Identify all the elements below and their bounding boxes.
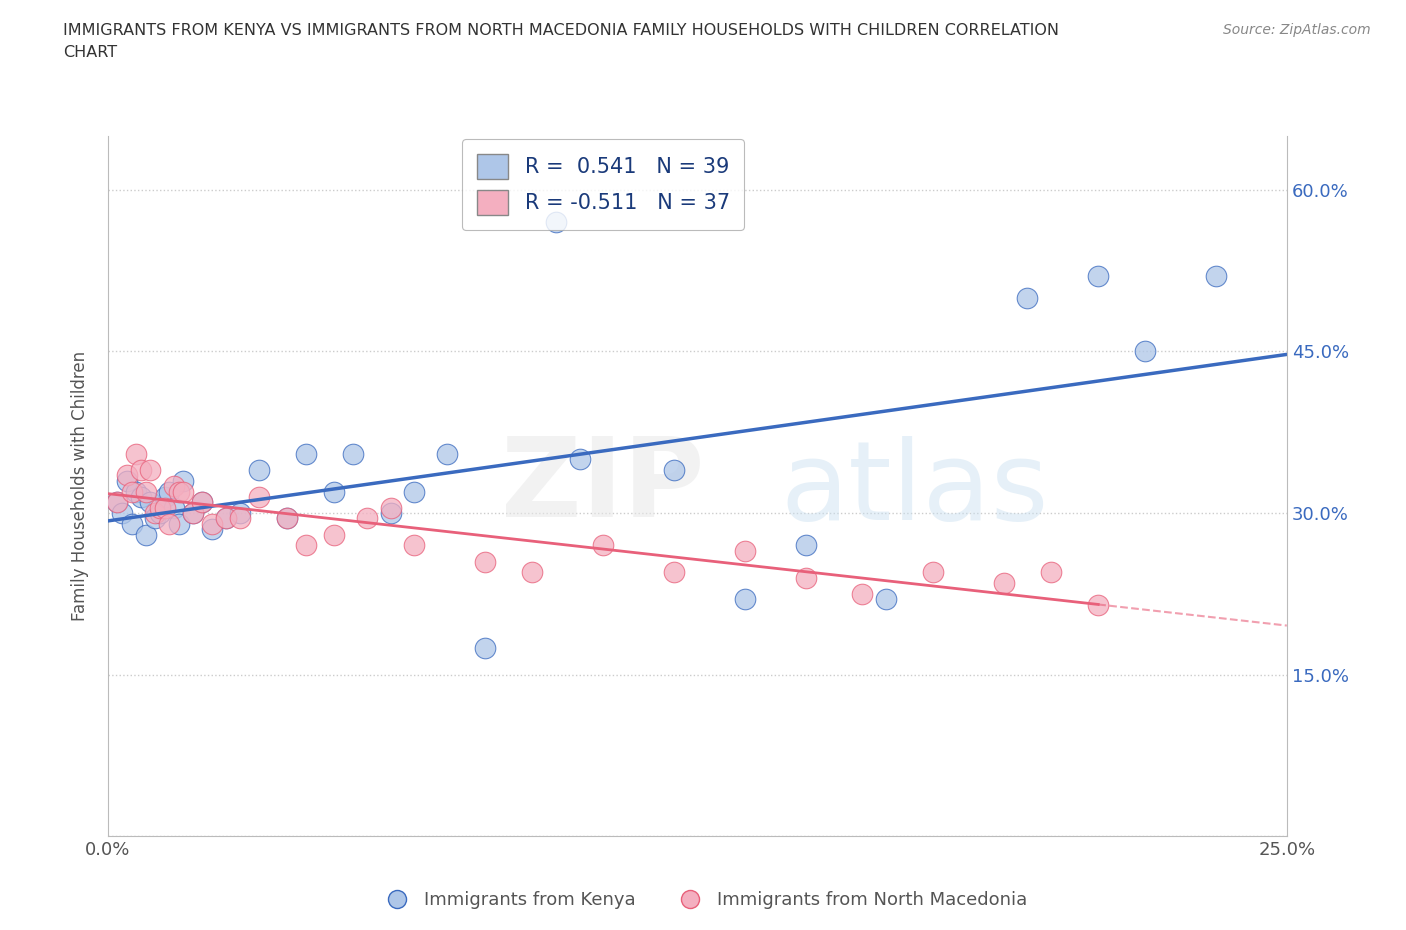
- Point: [181, 506, 204, 521]
- Point: [380, 506, 402, 521]
- Point: [139, 462, 162, 477]
- Point: [125, 446, 148, 461]
- Point: [851, 587, 873, 602]
- Point: [191, 495, 214, 510]
- Point: [993, 576, 1015, 591]
- Point: [143, 511, 166, 525]
- Point: [172, 485, 194, 499]
- Text: Source: ZipAtlas.com: Source: ZipAtlas.com: [1223, 23, 1371, 37]
- Point: [201, 522, 224, 537]
- Point: [544, 215, 567, 230]
- Point: [143, 506, 166, 521]
- Point: [135, 485, 157, 499]
- Text: IMMIGRANTS FROM KENYA VS IMMIGRANTS FROM NORTH MACEDONIA FAMILY HOUSEHOLDS WITH : IMMIGRANTS FROM KENYA VS IMMIGRANTS FROM…: [63, 23, 1059, 60]
- Point: [474, 641, 496, 656]
- Point: [1087, 597, 1109, 612]
- Point: [163, 479, 186, 494]
- Point: [215, 511, 238, 525]
- Point: [323, 485, 346, 499]
- Point: [201, 516, 224, 531]
- Point: [121, 516, 143, 531]
- Point: [380, 500, 402, 515]
- Point: [662, 462, 685, 477]
- Point: [474, 554, 496, 569]
- Point: [167, 516, 190, 531]
- Point: [115, 468, 138, 483]
- Point: [157, 516, 180, 531]
- Legend: R =  0.541   N = 39, R = -0.511   N = 37: R = 0.541 N = 39, R = -0.511 N = 37: [463, 140, 744, 230]
- Point: [568, 452, 591, 467]
- Point: [522, 565, 544, 579]
- Point: [436, 446, 458, 461]
- Text: atlas: atlas: [780, 436, 1049, 543]
- Point: [794, 570, 817, 585]
- Point: [295, 446, 318, 461]
- Point: [875, 591, 897, 606]
- Point: [191, 495, 214, 510]
- Point: [295, 538, 318, 552]
- Point: [662, 565, 685, 579]
- Point: [247, 462, 270, 477]
- Point: [229, 511, 252, 525]
- Point: [276, 511, 298, 525]
- Point: [149, 506, 172, 521]
- Point: [1135, 344, 1157, 359]
- Point: [404, 485, 426, 499]
- Point: [323, 527, 346, 542]
- Point: [229, 506, 252, 521]
- Point: [922, 565, 945, 579]
- Point: [215, 511, 238, 525]
- Point: [592, 538, 614, 552]
- Point: [342, 446, 364, 461]
- Point: [734, 543, 756, 558]
- Point: [1040, 565, 1063, 579]
- Point: [1205, 269, 1227, 284]
- Point: [111, 506, 134, 521]
- Point: [794, 538, 817, 552]
- Point: [125, 485, 148, 499]
- Point: [172, 473, 194, 488]
- Point: [734, 591, 756, 606]
- Point: [157, 485, 180, 499]
- Y-axis label: Family Households with Children: Family Households with Children: [72, 351, 89, 621]
- Point: [404, 538, 426, 552]
- Point: [247, 489, 270, 504]
- Point: [129, 489, 152, 504]
- Point: [107, 495, 129, 510]
- Point: [153, 500, 176, 515]
- Text: ZIP: ZIP: [502, 432, 704, 539]
- Legend: Immigrants from Kenya, Immigrants from North Macedonia: Immigrants from Kenya, Immigrants from N…: [371, 884, 1035, 916]
- Point: [1087, 269, 1109, 284]
- Point: [356, 511, 378, 525]
- Point: [163, 500, 186, 515]
- Point: [115, 473, 138, 488]
- Point: [107, 495, 129, 510]
- Point: [135, 527, 157, 542]
- Point: [149, 500, 172, 515]
- Point: [181, 506, 204, 521]
- Point: [121, 485, 143, 499]
- Point: [129, 462, 152, 477]
- Point: [139, 495, 162, 510]
- Point: [1017, 290, 1039, 305]
- Point: [276, 511, 298, 525]
- Point: [167, 485, 190, 499]
- Point: [153, 489, 176, 504]
